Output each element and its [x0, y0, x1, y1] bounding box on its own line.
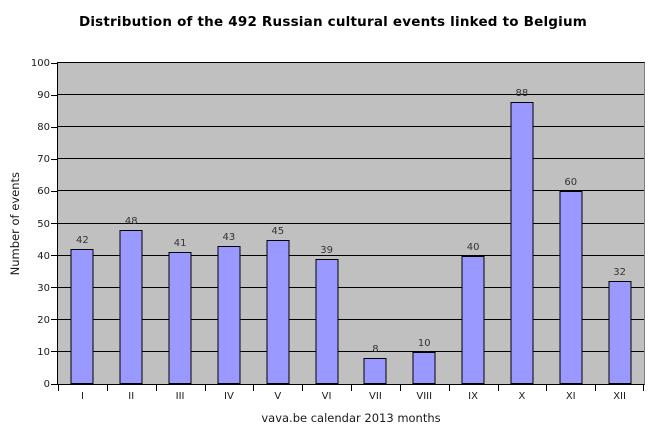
y-axis-tick	[51, 190, 57, 192]
x-axis-tick	[302, 385, 304, 391]
bar-cell-III: 41	[156, 63, 205, 384]
bar-value-label-VIII: 10	[417, 337, 431, 349]
x-axis-tick	[595, 385, 597, 391]
y-axis-tick	[51, 94, 57, 96]
y-axis-tick-label: 50	[37, 218, 50, 230]
bar-value-label-IV: 43	[222, 231, 236, 243]
x-axis-tick	[643, 385, 644, 391]
y-axis-tick-label: 80	[37, 122, 50, 134]
bar-IV	[217, 245, 241, 384]
y-axis-tick	[51, 287, 57, 289]
bar-I	[70, 249, 94, 384]
bar-XII	[608, 281, 632, 384]
bar-X	[510, 101, 534, 384]
y-axis-tick-label: 90	[37, 90, 50, 102]
bar-cell-VII: 8	[351, 63, 400, 384]
x-axis-label-X: X	[518, 391, 526, 402]
x-axis-tick	[546, 385, 548, 391]
x-axis-label-XII: XII	[613, 391, 626, 402]
plot-area: vava.be calendar 2013 months 0 10 20 30 40 50…	[31, 58, 645, 425]
gridline-y-90	[58, 94, 644, 96]
chart-title: Distribution of the 492 Russian cultural…	[78, 14, 588, 30]
y-axis-tick-label: 70	[37, 154, 50, 166]
bar-cell-XI: 60	[546, 63, 595, 384]
y-axis-tick	[51, 62, 57, 64]
y-axis-tick	[51, 158, 57, 160]
y-axis-tick	[51, 319, 57, 321]
x-axis-tick	[399, 385, 401, 391]
bar-value-label-I: 42	[76, 235, 89, 247]
bar-cell-IV: 43	[205, 63, 254, 384]
x-axis-tick	[106, 385, 108, 391]
bar-value-label-XI: 60	[564, 177, 578, 189]
y-axis-tick	[51, 255, 57, 257]
x-axis-label-VI: VI	[321, 391, 332, 402]
bar-VI	[315, 258, 339, 384]
bar-V	[266, 239, 290, 384]
gridline-y-30	[58, 286, 644, 288]
x-axis-label-VII: VII	[369, 391, 382, 402]
bar-cell-XII: 32	[595, 63, 644, 384]
x-axis-tick	[448, 385, 450, 391]
y-axis-tick	[51, 383, 57, 385]
y-axis-tick-label: 60	[37, 186, 50, 198]
x-axis-label-II: II	[128, 391, 135, 402]
bar-value-label-V: 45	[271, 225, 285, 237]
bar-value-label-VII: 8	[372, 344, 379, 356]
bar-cell-VIII: 10	[400, 63, 449, 384]
gridline-y-50	[58, 222, 644, 224]
x-axis-label-IV: IV	[224, 391, 234, 402]
y-axis-tick-label: 0	[43, 379, 50, 390]
gridline-y-80	[58, 126, 644, 128]
gridline-y-60	[58, 190, 644, 192]
bar-value-label-VI: 39	[320, 244, 333, 256]
bar-value-label-II: 48	[124, 215, 138, 227]
bar-cell-X: 88	[498, 63, 547, 384]
x-axis-label-VIII: VIII	[416, 391, 433, 402]
y-axis-tick-label: 40	[37, 250, 50, 262]
x-axis-label-IX: IX	[468, 391, 478, 402]
x-axis-title: vava.be calendar 2013 months	[261, 411, 441, 425]
x-axis-tick	[351, 385, 352, 391]
bar-cell-II: 48	[107, 63, 156, 384]
x-axis-label-V: V	[274, 391, 282, 402]
x-axis-tick	[58, 385, 59, 391]
gridline-y-40	[58, 254, 644, 256]
gridline-y-70	[58, 158, 644, 160]
gridline-y-20	[58, 318, 644, 320]
bar-value-label-IX: 40	[466, 241, 480, 253]
x-axis-label-XI: XI	[565, 391, 576, 402]
bar-cell-V: 45	[253, 63, 302, 384]
bar-II	[119, 229, 143, 384]
y-axis-tick	[51, 126, 57, 128]
x-axis-tick	[497, 385, 499, 391]
x-axis-label-I: I	[80, 391, 84, 402]
y-axis-tick	[51, 351, 57, 353]
bar-value-label-III: 41	[173, 238, 187, 250]
gridline-y-10	[58, 350, 644, 352]
x-axis-tick	[155, 385, 157, 391]
x-axis-tick	[253, 385, 255, 391]
bar-VIII	[412, 351, 436, 384]
bar-cell-IX: 40	[449, 63, 498, 384]
bar-cell-VI: 39	[302, 63, 351, 384]
y-axis-tick-label: 100	[30, 58, 50, 69]
bar-XI	[559, 191, 583, 384]
bar-VII	[363, 358, 387, 384]
x-axis-label-III: III	[175, 391, 185, 402]
bar-IX	[461, 255, 485, 384]
x-axis-tick	[204, 385, 206, 391]
bar-value-label-XII: 32	[613, 267, 626, 279]
y-axis-tick-label: 30	[37, 282, 50, 294]
bar-III	[168, 252, 192, 384]
y-axis-tick-label: 20	[37, 314, 50, 326]
bar-cell-I: 42	[58, 63, 107, 384]
y-axis-tick-label: 10	[37, 346, 50, 358]
y-axis-tick	[51, 223, 57, 224]
bar-value-label-X: 88	[515, 87, 529, 99]
